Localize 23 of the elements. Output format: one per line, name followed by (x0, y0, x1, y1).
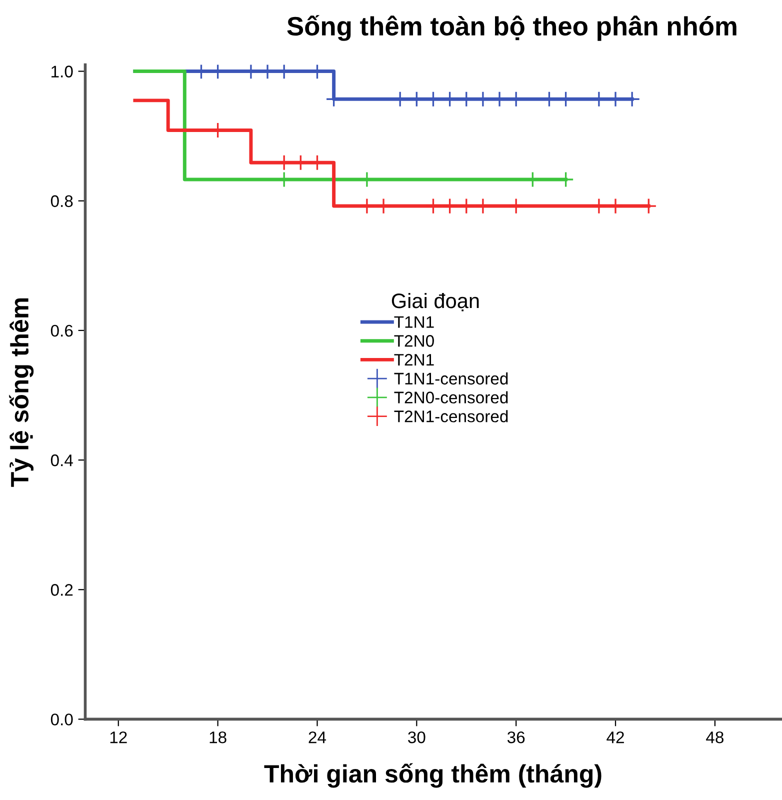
y-axis-title: Tỷ lệ sống thêm (9, 298, 34, 487)
x-tick-label: 30 (408, 731, 426, 744)
legend-title: Giai đoạn (392, 292, 479, 312)
legend-label: T2N0-censored (394, 391, 508, 404)
y-tick-label: 0.8 (50, 195, 73, 208)
x-tick-label: 18 (210, 731, 226, 744)
y-tick-label: 0.4 (50, 454, 73, 466)
y-tick-label: 0.0 (50, 714, 73, 726)
legend-label: T1N1-censored (394, 372, 508, 385)
chart-title: Sống thêm toàn bộ theo phân nhóm (287, 15, 736, 41)
x-tick-label: 24 (308, 731, 326, 744)
x-tick-label: 12 (110, 731, 127, 744)
legend-label: T1N1 (394, 316, 434, 328)
legend-label: T2N1 (394, 354, 434, 366)
x-tick-label: 36 (507, 731, 525, 744)
x-axis-title: Thời gian sống thêm (tháng) (264, 763, 602, 788)
x-tick-label: 42 (606, 731, 624, 744)
y-tick-label: 0.2 (50, 584, 73, 596)
y-tick-label: 0.6 (50, 324, 73, 337)
legend-label: T2N0 (394, 335, 434, 347)
x-tick-label: 48 (706, 731, 724, 744)
y-tick-label: 1.0 (52, 66, 73, 78)
legend-label: T2N1-censored (394, 410, 508, 422)
